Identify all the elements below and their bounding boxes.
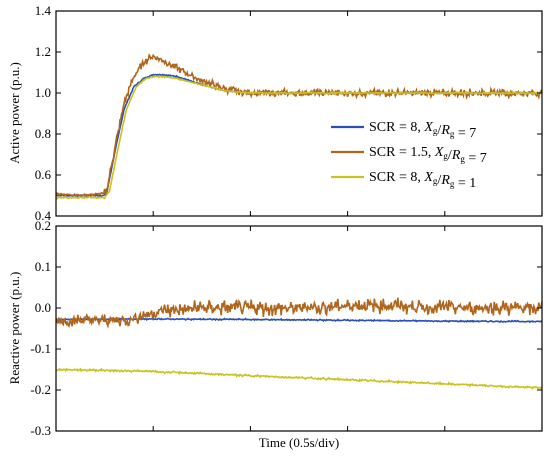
active-power-panel: 0.4 0.6 0.8 1.0 1.2 1.4 Active power (p.u.) S… (7, 3, 543, 223)
reactive-power-panel: -0.3 -0.2 -0.1 0.0 0.1 0.2 Reactive power (p.… (7, 218, 543, 450)
active-power-ytick-label-3: 1.0 (35, 85, 51, 100)
legend-entry-1: SCR = 8, Xg/Rg = 7 (369, 120, 476, 141)
reactive-power-ytick-label-3: 0.0 (35, 300, 51, 315)
active-power-series-3-line (55, 74, 543, 200)
legend-entry-3: SCR = 8, Xg/Rg = 1 (369, 170, 476, 191)
reactive-power-series-group (55, 297, 543, 390)
active-power-axis-title: Active power (p.u.) (7, 62, 22, 164)
reactive-power-plot-frame (55, 225, 543, 432)
reactive-power-axis-title: Reactive power (p.u.) (7, 272, 22, 385)
reactive-power-ytick-label-4: 0.1 (35, 259, 51, 274)
active-power-ticks: 0.4 0.6 0.8 1.0 1.2 1.4 (35, 3, 542, 223)
active-power-ytick-label-1: 0.6 (35, 167, 52, 182)
time-axis-title: Time (0.5s/div) (259, 435, 339, 450)
active-power-series-2-line (55, 53, 543, 198)
reactive-power-series-2-line (55, 297, 543, 329)
reactive-power-ytick-label-2: -0.1 (30, 341, 51, 356)
reactive-power-series-3-line (55, 367, 543, 390)
legend-entry-2: SCR = 1.5, Xg/Rg = 7 (369, 145, 487, 166)
reactive-power-ytick-label-5: 0.2 (35, 218, 51, 233)
active-power-ytick-label-2: 0.8 (35, 126, 51, 141)
legend: SCR = 8, Xg/Rg = 7 SCR = 1.5, Xg/Rg = 7 SC… (331, 120, 487, 191)
active-power-plot-frame (55, 10, 543, 217)
active-power-ytick-label-4: 1.2 (35, 44, 51, 59)
active-power-series-group (55, 53, 543, 200)
active-power-ytick-label-5: 1.4 (35, 3, 52, 18)
reactive-power-ticks: -0.3 -0.2 -0.1 0.0 0.1 0.2 (30, 218, 542, 438)
active-power-ytick-label-0: 0.4 (35, 208, 52, 223)
reactive-power-ytick-label-1: -0.2 (30, 382, 51, 397)
reactive-power-ytick-label-0: -0.3 (30, 423, 51, 438)
